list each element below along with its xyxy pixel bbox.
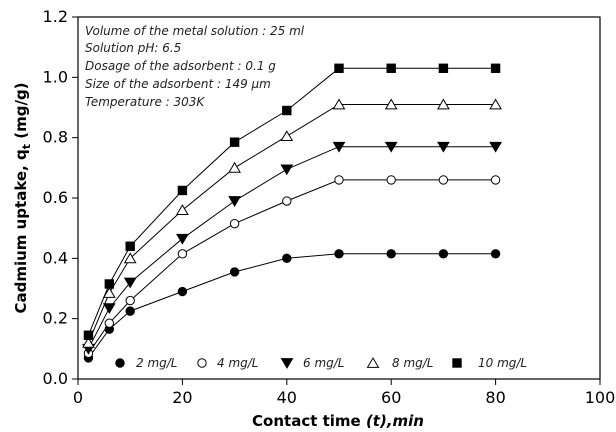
data-point-series-4 xyxy=(176,204,189,215)
legend-label-3: 6 mg/L xyxy=(303,356,344,370)
series-lines xyxy=(87,67,496,359)
series-line-2 xyxy=(87,179,496,354)
data-point-series-4 xyxy=(489,98,502,110)
data-point-series-3 xyxy=(489,141,502,153)
data-point-series-5 xyxy=(282,105,292,116)
data-point-series-3 xyxy=(332,141,346,153)
x-axis-title: Contact time (t),min xyxy=(252,412,424,430)
legend-label-5: 10 mg/L xyxy=(478,356,527,370)
experimental-conditions-note: Volume of the metal solution : 25 ml Sol… xyxy=(85,24,305,109)
series-line-3 xyxy=(87,146,496,350)
y-axis-title-main: Cadmium uptake, q xyxy=(12,149,30,313)
data-point-series-1 xyxy=(490,249,501,259)
data-point-series-3 xyxy=(384,141,398,153)
x-axis-title-italic: (t),min xyxy=(366,412,424,430)
data-point-series-1 xyxy=(386,249,396,259)
data-point-series-5 xyxy=(386,63,396,73)
data-point-series-5 xyxy=(83,330,94,340)
legend-marker-3 xyxy=(280,358,294,369)
data-point-series-1 xyxy=(125,306,135,316)
data-point-series-3 xyxy=(123,277,137,289)
data-point-series-1 xyxy=(438,249,449,259)
data-point-series-5 xyxy=(229,137,240,147)
legend-marker-1 xyxy=(115,358,125,368)
data-point-series-3 xyxy=(176,233,189,245)
x-tick-label: 40 xyxy=(277,388,297,407)
data-point-series-4 xyxy=(384,98,398,110)
data-point-series-1 xyxy=(177,286,188,297)
y-axis-title-unit: (mg/g) xyxy=(12,82,30,144)
y-tick-label: 0.2 xyxy=(43,309,68,328)
y-tick-label: 0.0 xyxy=(43,369,68,388)
data-point-series-5 xyxy=(490,63,501,73)
x-tick-label: 20 xyxy=(172,388,192,407)
data-point-series-1 xyxy=(229,267,240,277)
x-tick-label: 60 xyxy=(381,388,401,407)
data-point-series-2 xyxy=(177,249,188,259)
legend-marker-4 xyxy=(366,357,380,368)
data-point-series-3 xyxy=(228,196,241,207)
data-point-series-2 xyxy=(438,175,449,185)
data-point-series-2 xyxy=(386,175,396,185)
data-point-series-1 xyxy=(282,253,292,264)
data-point-series-4 xyxy=(280,130,294,142)
y-tick-label: 1.0 xyxy=(43,67,68,86)
data-point-series-4 xyxy=(228,161,241,173)
x-tick-label: 100 xyxy=(585,388,616,407)
series-line-5 xyxy=(87,67,496,336)
data-point-series-5 xyxy=(438,63,449,73)
note-line-3: Dosage of the adsorbent : 0.1 g xyxy=(85,59,276,73)
note-line-2: Solution pH: 6.5 xyxy=(85,41,181,55)
data-point-series-2 xyxy=(282,196,292,206)
data-point-series-4 xyxy=(437,98,450,110)
y-axis-title: Cadmium uptake, qt (mg/g) xyxy=(12,82,33,313)
data-point-series-2 xyxy=(229,218,240,229)
y-tick-label: 1.2 xyxy=(43,7,68,26)
note-line-1: Volume of the metal solution : 25 ml xyxy=(85,24,305,38)
x-axis-title-main: Contact time xyxy=(252,412,366,430)
x-tick-label: 80 xyxy=(485,388,505,407)
series-line-4 xyxy=(87,104,496,343)
data-point-series-4 xyxy=(102,287,116,298)
data-point-series-4 xyxy=(123,252,137,264)
legend-label-4: 8 mg/L xyxy=(392,356,433,370)
data-point-series-5 xyxy=(125,241,135,251)
data-point-series-3 xyxy=(437,141,450,153)
data-point-series-3 xyxy=(102,303,116,315)
data-point-series-4 xyxy=(332,98,346,110)
data-point-series-2 xyxy=(104,318,115,328)
data-point-series-2 xyxy=(490,175,501,185)
y-tick-label: 0.6 xyxy=(43,188,68,207)
legend-marker-2 xyxy=(197,358,207,368)
x-tick-label: 0 xyxy=(73,388,83,407)
data-point-series-2 xyxy=(334,175,344,185)
data-point-series-1 xyxy=(334,249,344,259)
data-point-series-4 xyxy=(82,336,95,348)
y-tick-label: 0.8 xyxy=(43,128,68,147)
y-axis-title-subscript: t xyxy=(20,144,33,149)
data-point-series-5 xyxy=(177,185,188,196)
note-line-5: Temperature : 303K xyxy=(85,95,205,109)
series-markers xyxy=(82,63,502,363)
y-tick-label: 0.4 xyxy=(43,248,68,267)
legend-label-1: 2 mg/L xyxy=(136,356,177,370)
data-point-series-5 xyxy=(334,63,344,73)
note-line-4: Size of the adsorbent : 149 μm xyxy=(85,77,271,91)
data-point-series-5 xyxy=(104,279,115,289)
series-line-1 xyxy=(87,253,496,359)
data-point-series-2 xyxy=(125,295,135,306)
data-point-series-3 xyxy=(280,164,294,176)
legend-marker-5 xyxy=(452,358,462,368)
legend-label-2: 4 mg/L xyxy=(217,356,258,370)
legend: 2 mg/L 4 mg/L 6 mg/L 8 mg/L 10 mg/L xyxy=(115,356,527,370)
axis-ticks: 0 20 40 60 80 100 0.0 0.2 0.4 0.6 0.8 1.0 1.2 xyxy=(43,7,616,407)
